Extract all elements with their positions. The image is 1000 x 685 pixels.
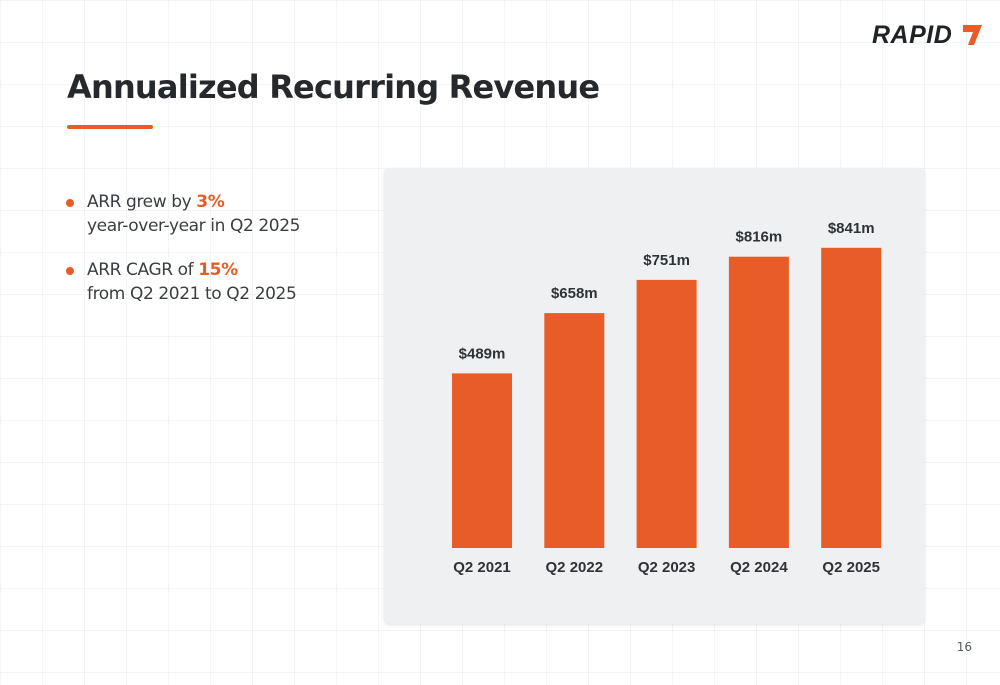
data-label: $489m bbox=[459, 345, 506, 362]
bar-q2-2021 bbox=[452, 373, 512, 548]
logo-wordmark: RAPID bbox=[872, 21, 953, 49]
bar-q2-2024 bbox=[728, 256, 789, 548]
bar-q2-2022 bbox=[544, 313, 605, 548]
bullet-highlight: 15% bbox=[198, 260, 238, 280]
x-tick-label: Q2 2023 bbox=[638, 559, 696, 576]
bullet-text-after: from Q2 2021 to Q2 2025 bbox=[87, 284, 297, 304]
arr-bar-chart: $489m Q2 2021 $658m Q2 2022 $751m Q2 2023 $816… bbox=[452, 220, 882, 576]
title-underline bbox=[67, 125, 153, 129]
data-label: $841m bbox=[828, 220, 875, 237]
logo-seven-mark bbox=[963, 25, 982, 45]
rapid7-logo: RAPID bbox=[872, 20, 984, 50]
x-tick-label: Q2 2024 bbox=[730, 559, 788, 576]
page-title: Annualized Recurring Revenue bbox=[67, 68, 600, 106]
bullet-dot-icon bbox=[66, 267, 74, 275]
bullet-list: ARR grew by 3% year-over-year in Q2 2025 … bbox=[62, 190, 362, 326]
bullet-text-before: ARR CAGR of bbox=[87, 260, 199, 280]
data-label: $751m bbox=[643, 252, 690, 269]
x-tick-label: Q2 2021 bbox=[453, 559, 511, 576]
bar-q2-2025 bbox=[821, 247, 882, 549]
page-number: 16 bbox=[956, 640, 972, 654]
data-label: $816m bbox=[736, 229, 783, 246]
bullet-cagr: ARR CAGR of 15% from Q2 2021 to Q2 2025 bbox=[62, 258, 362, 306]
bullet-text-before: ARR grew by bbox=[87, 192, 197, 212]
x-tick-label: Q2 2025 bbox=[822, 559, 880, 576]
arr-chart-panel: $489m Q2 2021 $658m Q2 2022 $751m Q2 2023 $816… bbox=[384, 168, 925, 624]
bullet-text-after: year-over-year in Q2 2025 bbox=[87, 216, 301, 236]
data-label: $658m bbox=[551, 285, 598, 302]
bullet-dot-icon bbox=[66, 199, 74, 207]
bullet-highlight: 3% bbox=[196, 192, 225, 212]
x-tick-label: Q2 2022 bbox=[546, 559, 604, 576]
bar-q2-2023 bbox=[636, 279, 697, 548]
bullet-yoy-growth: ARR grew by 3% year-over-year in Q2 2025 bbox=[62, 190, 362, 238]
